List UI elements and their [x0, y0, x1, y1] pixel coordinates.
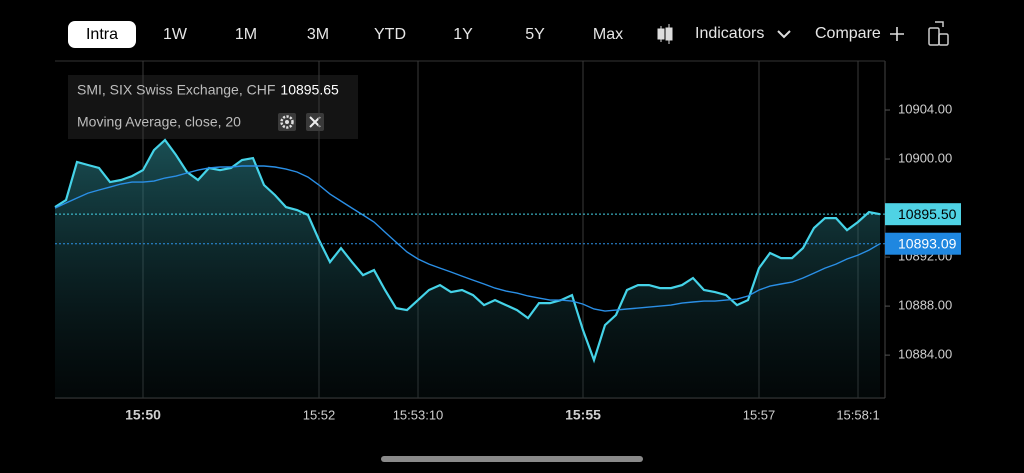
- range-button[interactable]: Intra: [86, 26, 118, 43]
- indicators-button[interactable]: Indicators: [695, 25, 764, 42]
- area-fill: [55, 140, 880, 398]
- last-value-label: 10895.50: [898, 206, 957, 222]
- legend-entry: SMI, SIX Swiss Exchange, CHF: [77, 82, 275, 98]
- x-tick-label: 15:58:1: [836, 407, 879, 422]
- gear-icon[interactable]: [278, 113, 296, 131]
- range-button[interactable]: 5Y: [525, 26, 545, 43]
- layout-icon[interactable]: [928, 21, 949, 46]
- active-range-bg: [68, 21, 136, 48]
- range-button[interactable]: Max: [593, 26, 623, 43]
- range-button[interactable]: 1M: [235, 26, 257, 43]
- legend-quote: 10895.65: [280, 82, 339, 98]
- price-line: [54, 138, 881, 364]
- y-tick-label: 10900.00: [898, 150, 952, 165]
- price-line: [54, 165, 881, 312]
- range-button[interactable]: 1W: [163, 26, 188, 43]
- y-tick-label: 10904.00: [898, 101, 952, 116]
- compare-button[interactable]: Compare: [815, 25, 881, 42]
- last-value-badge: [885, 203, 961, 226]
- y-tick-label: 10884.00: [898, 347, 952, 362]
- x-tick-label: 15:52: [303, 407, 336, 422]
- close-icon[interactable]: [306, 113, 324, 131]
- range-button[interactable]: 3M: [307, 26, 329, 43]
- legend-entry: Moving Average, close, 20: [77, 114, 241, 130]
- plot: 15:50 15:52 15:53:10 15:55 15:57 15:58:1 10904…: [54, 60, 961, 423]
- candle-icon[interactable]: [657, 24, 673, 44]
- x-tick-label: 15:53:10: [393, 407, 444, 422]
- chevron: [777, 30, 791, 39]
- x-tick-label: 15:57: [743, 407, 776, 422]
- range-button[interactable]: YTD: [374, 26, 406, 43]
- x-tick-label: 15:55: [565, 407, 601, 423]
- last-value-label: 10893.09: [898, 235, 957, 251]
- x-tick-label: 15:50: [125, 407, 161, 423]
- y-tick-label: 10888.00: [898, 298, 952, 313]
- plus-icon: [890, 27, 904, 41]
- last-value-badge: [885, 232, 961, 255]
- home-indicator: [381, 456, 643, 462]
- range-button[interactable]: 1Y: [453, 26, 473, 43]
- toolbar: Intra 1W 1M 3M YTD 1Y 5Y Max Indicators Compare: [68, 21, 881, 48]
